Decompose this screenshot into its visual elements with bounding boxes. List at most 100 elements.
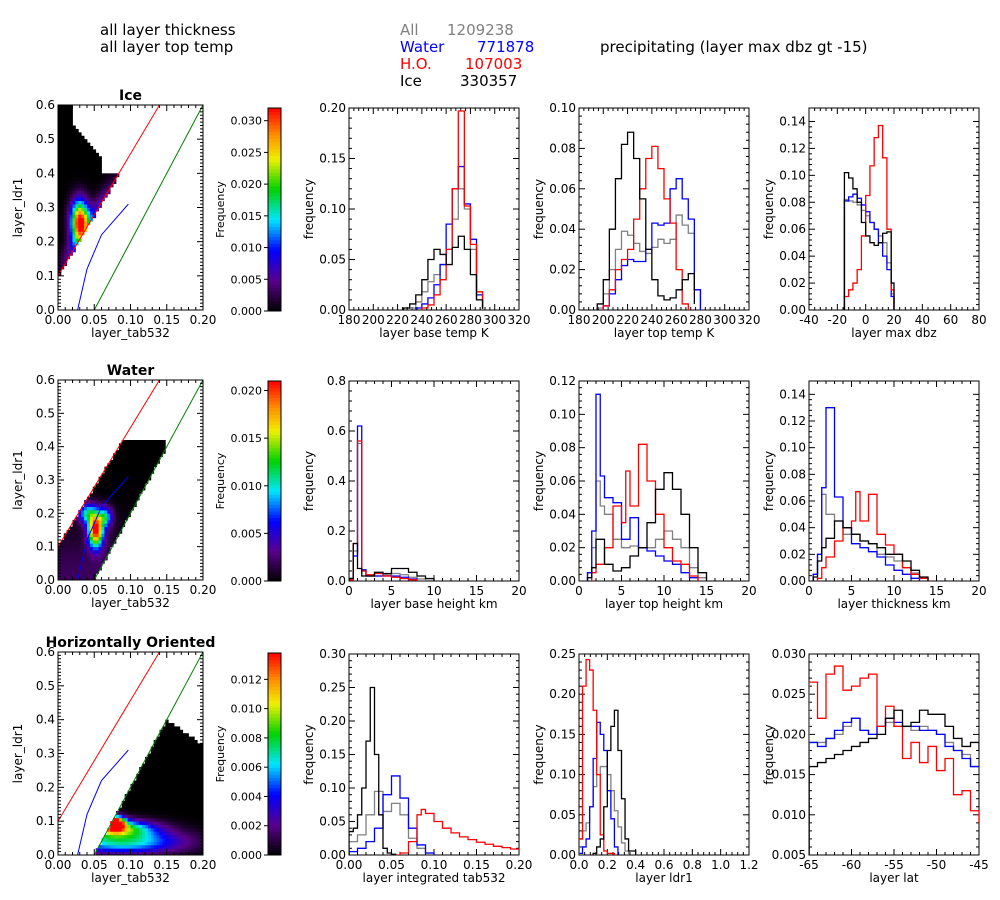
heatmap-cell	[127, 456, 131, 461]
heatmap-cell	[194, 827, 198, 832]
heatmap-cell	[133, 463, 137, 468]
heatmap-cell	[121, 490, 126, 494]
heatmap-cell	[139, 790, 143, 795]
heatmap-cell	[104, 526, 108, 531]
heatmap-cell	[60, 228, 65, 232]
heatmap-cell	[75, 560, 79, 564]
heatmap-cell	[142, 807, 146, 812]
heatmap-cell	[58, 570, 62, 574]
x-tick-label: 0	[345, 584, 353, 598]
heatmap-cell	[104, 506, 108, 511]
heatmap-cell	[95, 496, 99, 501]
heatmap-cell	[185, 787, 189, 792]
colorbar-segment	[268, 182, 281, 187]
heatmap-cell	[72, 573, 76, 578]
heatmap-cell	[165, 821, 169, 825]
heatmap-cell	[110, 486, 114, 491]
y-tick-label: 0.1	[36, 540, 55, 554]
heatmap-cell	[66, 115, 70, 120]
heatmap-cell	[174, 848, 178, 853]
heatmap-cell	[179, 834, 184, 839]
heatmap-cell	[197, 783, 201, 788]
heatmap-cell	[200, 811, 203, 815]
heatmap-cell	[92, 533, 97, 538]
heatmap-cell	[78, 221, 82, 225]
heatmap-cell	[194, 760, 198, 765]
heatmap-cell	[75, 228, 79, 232]
colorbar-segment	[268, 108, 281, 112]
reference-lines	[58, 380, 203, 580]
heatmap-cell	[95, 200, 99, 205]
heatmap-cell	[60, 176, 65, 181]
heatmap-cell	[81, 193, 85, 198]
heatmap-cell	[147, 821, 152, 825]
heatmap-cell	[130, 817, 134, 822]
heatmap-cell	[78, 183, 82, 188]
heatmap-cell	[156, 797, 160, 802]
heatmap-cell	[75, 152, 79, 157]
heatmap-cell	[147, 814, 152, 819]
heatmap-cell	[58, 258, 62, 263]
heatmap-cell	[107, 513, 111, 518]
heatmap-cell	[116, 523, 120, 528]
heatmap-cell	[66, 125, 70, 130]
x-tick-label: 0.10	[117, 583, 144, 597]
heatmap-cell	[171, 848, 175, 853]
heatmap-cell	[60, 111, 65, 116]
heatmap-cell	[176, 814, 181, 819]
heatmap-cell	[162, 834, 166, 839]
heatmap-cell	[156, 787, 160, 792]
heatmap-cell	[78, 187, 82, 191]
heatmap-cell	[185, 851, 189, 855]
heatmap-cell	[101, 523, 105, 528]
heatmap-cell	[127, 446, 131, 451]
heatmap-cell	[104, 470, 108, 474]
heatmap-cell	[133, 483, 137, 488]
heatmap-cell	[139, 824, 143, 829]
heatmap-cell	[60, 248, 65, 253]
heatmap-cell	[130, 450, 134, 454]
heatmap-cell	[182, 770, 186, 775]
heatmap-cell	[84, 550, 88, 554]
heatmap-cell	[81, 159, 85, 164]
heatmap-cell	[197, 794, 201, 798]
heatmap-cell	[171, 834, 175, 839]
heatmap-cell	[130, 838, 134, 842]
heatmap-cell	[168, 824, 172, 829]
heatmap-cell	[98, 173, 102, 178]
heatmap-cell	[110, 466, 114, 471]
heatmap-cell	[58, 238, 62, 243]
heatmap-panel-ice: 0.00 0.05 0.10 0.15 0.200.00.10.20.30.40.50.…	[11, 88, 216, 340]
heatmap-cell	[72, 530, 76, 534]
heatmap-cell	[60, 139, 65, 143]
heatmap-cell	[127, 503, 131, 508]
heatmap-cell	[165, 790, 169, 795]
heatmap-cell	[145, 824, 149, 829]
heatmap-cell	[121, 500, 126, 504]
heatmap-cell	[133, 804, 137, 809]
heatmap-cell	[171, 733, 175, 737]
heatmap-cell	[176, 848, 181, 853]
heatmap-cell	[145, 446, 149, 451]
heatmap-cell	[133, 841, 137, 846]
heatmap-cell	[116, 466, 120, 471]
y-tick-label: 0.06	[779, 494, 806, 508]
y-tick-label: 0.06	[779, 222, 806, 236]
heatmap-cell	[95, 486, 99, 491]
heatmap-cell	[110, 490, 114, 494]
heatmap-cell	[130, 814, 134, 819]
heatmap-cell	[200, 750, 203, 754]
heatmap-cell	[136, 473, 140, 478]
heatmap-cell	[87, 221, 91, 225]
heatmap-cell	[153, 446, 157, 451]
heatmap-cell	[174, 841, 178, 846]
heatmap-cell	[136, 777, 140, 781]
heatmap-cell	[118, 838, 123, 842]
heatmap-cell	[171, 804, 175, 809]
heatmap-cell	[174, 750, 178, 754]
heatmap-cell	[60, 241, 65, 246]
heatmap-cell	[116, 506, 120, 511]
heatmap-cell	[81, 190, 85, 195]
heatmap-cell	[188, 834, 192, 839]
heatmap-cell	[174, 834, 178, 839]
